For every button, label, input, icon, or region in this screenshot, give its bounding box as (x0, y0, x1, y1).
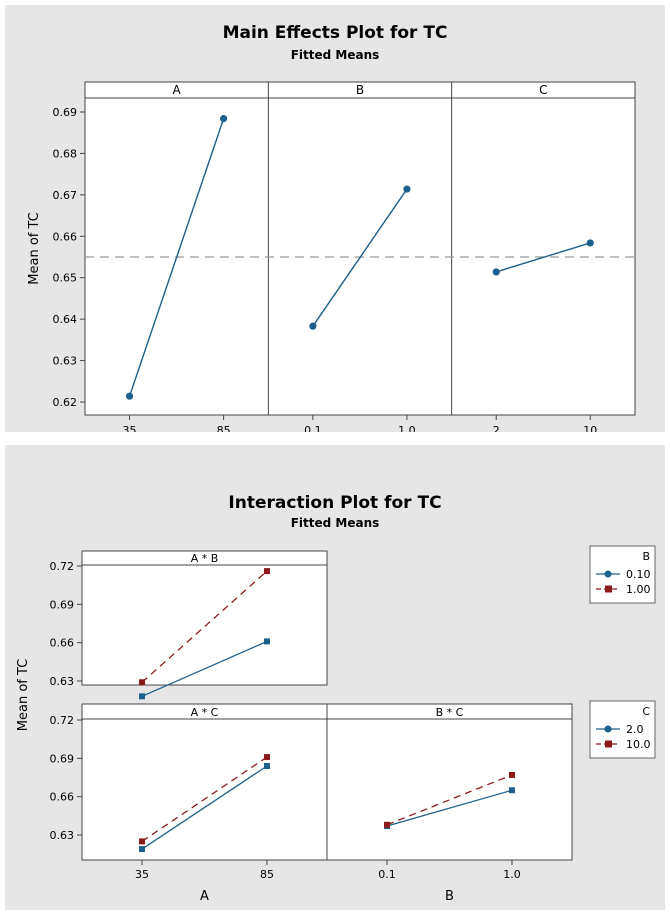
y-tick-label: 0.62 (53, 396, 78, 409)
interaction-chart: Interaction Plot for TC Fitted Means A *… (5, 445, 665, 910)
y-tick-label: 0.69 (50, 598, 75, 611)
effect-line-a (128, 118, 225, 397)
data-point (384, 821, 391, 828)
effect-line-c (496, 242, 591, 273)
series-line-a-c-0 (141, 765, 268, 850)
x-tick-label: 35 (135, 868, 149, 881)
interaction-subtitle: Fitted Means (290, 516, 380, 530)
legend-marker-circle (604, 570, 612, 578)
legend-title-0: B (642, 550, 650, 563)
x-tick-label: 85 (217, 424, 231, 432)
main-effects-title: Main Effects Plot for TC (222, 23, 448, 43)
series-line-b-c-1 (386, 774, 513, 826)
y-tick-label: 0.64 (53, 313, 78, 326)
y-tick-label: 0.72 (50, 560, 75, 573)
y-tick-label: 0.66 (53, 230, 78, 243)
y-tick-label: 0.68 (53, 147, 78, 160)
legend-entry-label: 0.10 (626, 568, 651, 581)
interaction-plot-area: A * B A * C B * C 0.63 0.66 0.69 0.72 0.63 0.66 0… (16, 545, 656, 904)
data-point (508, 787, 515, 794)
y-axis-label: Mean of TC (16, 659, 31, 731)
subplot-label-a-b: A * B (191, 552, 219, 565)
data-point (263, 638, 270, 645)
x-tick-label: 1.0 (398, 424, 416, 432)
data-point (139, 679, 146, 686)
legend-title-1: C (642, 705, 650, 718)
series-line-a-b-1 (141, 570, 268, 683)
subplot-label-b-c: B * C (436, 706, 464, 719)
y-tick-label: 0.69 (50, 752, 75, 765)
legend-entry-label: 1.00 (626, 583, 651, 596)
y-axis-label: Mean of TC (27, 212, 42, 284)
y-tick-label: 0.65 (53, 272, 78, 285)
data-point (263, 754, 270, 761)
data-point (139, 693, 146, 700)
plot-frame (84, 81, 636, 416)
data-point (309, 322, 317, 330)
x-axis-label-1: B (445, 889, 454, 904)
data-point (263, 568, 270, 575)
data-point (508, 771, 515, 778)
subplot-frame-b-c (326, 703, 573, 861)
data-point (263, 763, 270, 769)
x-tick-label: 10 (583, 424, 597, 432)
y-tick-label: 0.63 (50, 675, 75, 688)
subplot-frame-a-c (81, 703, 328, 861)
legend-entry-label: 2.0 (626, 723, 644, 736)
x-tick-label: 85 (260, 868, 274, 881)
x-tick-label: 1.0 (503, 868, 521, 881)
data-point (125, 392, 134, 400)
data-point (403, 185, 411, 193)
x-tick-label: 35 (123, 424, 137, 432)
legend-marker-square (605, 740, 612, 748)
series-line-a-c-1 (141, 756, 268, 842)
y-tick-label: 0.66 (50, 791, 75, 804)
effect-line-b (312, 188, 408, 327)
panel-label-a: A (173, 83, 182, 97)
panel-label-b: B (356, 83, 364, 97)
x-tick-label: 0.1 (378, 868, 396, 881)
subplot-frame-a-b (81, 550, 328, 686)
data-point (586, 239, 594, 247)
data-point (492, 268, 500, 276)
y-tick-label: 0.69 (53, 106, 78, 119)
panel-label-c: C (539, 83, 547, 97)
series-line-b-c-0 (386, 789, 513, 827)
main-effects-subtitle: Fitted Means (290, 48, 380, 62)
data-point (220, 115, 228, 123)
interaction-title: Interaction Plot for TC (228, 493, 442, 513)
data-point (139, 846, 146, 853)
main-effects-chart: Main Effects Plot for TC Fitted Means A B… (5, 5, 665, 432)
legend-entry-label: 10.0 (626, 738, 651, 751)
y-tick-label: 0.63 (53, 355, 78, 368)
subplot-label-a-c: A * C (191, 706, 219, 719)
main-effects-plot-area: A B C 0.62 0.63 0.64 0.65 0.66 0.67 0.68 0.69 Mean … (27, 81, 636, 432)
series-line-a-b-0 (141, 640, 268, 697)
x-tick-label: 2 (493, 424, 500, 432)
y-tick-label: 0.72 (50, 714, 75, 727)
data-point (139, 838, 146, 845)
legend-marker-circle (604, 725, 612, 733)
y-tick-label: 0.66 (50, 637, 75, 650)
y-tick-label: 0.67 (53, 189, 78, 202)
x-axis-label-0: A (200, 889, 209, 904)
y-tick-label: 0.63 (50, 829, 75, 842)
legend-marker-square (605, 585, 612, 593)
x-tick-label: 0.1 (304, 424, 322, 432)
